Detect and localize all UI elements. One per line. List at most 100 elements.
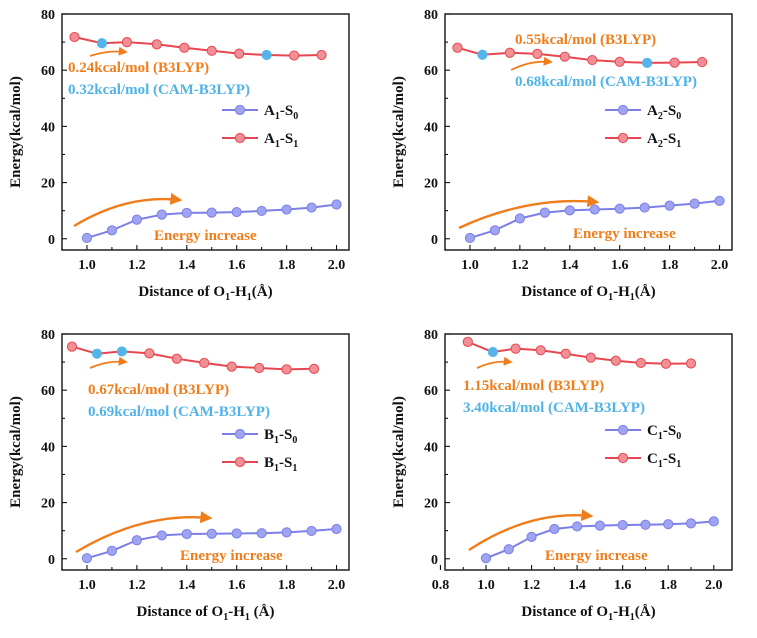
annotation-b3lyp: 0.67kcal/mol (B3LYP) xyxy=(88,382,229,398)
data-point xyxy=(81,232,93,244)
data-point xyxy=(560,348,571,359)
legend-label: A2-S1 xyxy=(647,131,681,150)
legend-label: A2-S0 xyxy=(647,103,681,122)
data-point xyxy=(585,352,596,363)
y-tick-label: 20 xyxy=(424,497,438,512)
data-point xyxy=(151,39,162,50)
annotation-cam-b3lyp: 0.68kcal/mol (CAM-B3LYP) xyxy=(515,74,697,90)
data-point xyxy=(308,363,320,374)
x-tick-label: 1.8 xyxy=(278,578,296,593)
y-axis-title: Energy(kcal/mol) xyxy=(8,76,24,188)
y-tick-label: 80 xyxy=(41,328,55,343)
data-point xyxy=(660,358,672,369)
x-tick-label: 2.0 xyxy=(328,258,346,273)
y-tick-label: 80 xyxy=(424,328,438,343)
series-s0 xyxy=(480,516,719,564)
data-point xyxy=(156,530,167,541)
data-point xyxy=(594,520,605,531)
data-point xyxy=(281,527,292,538)
data-point xyxy=(614,203,625,214)
data-point xyxy=(331,199,342,210)
data-point xyxy=(572,521,583,532)
x-tick-label: 1.2 xyxy=(511,258,529,273)
energy-increase-arrow xyxy=(468,509,594,552)
annotation-cam-b3lyp: 3.40kcal/mol (CAM-B3LYP) xyxy=(463,400,645,416)
data-point xyxy=(708,516,719,527)
highlight-point xyxy=(96,38,108,49)
y-tick-label: 0 xyxy=(48,233,55,248)
annotation-b3lyp: 1.15kcal/mol (B3LYP) xyxy=(463,378,604,394)
annotation-b3lyp: 0.24kcal/mol (B3LYP) xyxy=(68,60,209,76)
y-tick-label: 40 xyxy=(41,440,55,455)
y-tick-label: 20 xyxy=(41,497,55,512)
data-point xyxy=(234,48,245,59)
annotation-cam-b3lyp: 0.32kcal/mol (CAM-B3LYP) xyxy=(68,82,250,98)
x-tick-label: 1.4 xyxy=(561,258,579,273)
series-s0 xyxy=(81,199,342,244)
series-s1 xyxy=(66,341,320,375)
legend-label: A1-S0 xyxy=(264,103,298,122)
x-tick-label: 1.2 xyxy=(128,578,146,593)
data-point xyxy=(696,56,708,68)
x-tick-label: 1.8 xyxy=(659,578,677,593)
data-point xyxy=(564,205,575,216)
data-point xyxy=(614,56,625,67)
barrier-arrow xyxy=(510,56,553,71)
data-point xyxy=(489,225,501,236)
data-point xyxy=(206,207,217,218)
legend-marker xyxy=(234,456,246,468)
legend-label: B1-S1 xyxy=(264,455,297,474)
x-tick-label: 2.0 xyxy=(328,578,346,593)
chart-panel-3: 0 20 40 60 80 1.0 1.2 1.4 1.6 1.8 2.0 Distance of O… xyxy=(8,328,350,623)
annotation-energy-increase: Energy increase xyxy=(573,226,676,242)
legend-marker xyxy=(617,452,629,464)
x-tick-label: 1.2 xyxy=(128,258,146,273)
series-s1 xyxy=(452,42,708,68)
series-s0 xyxy=(464,195,725,244)
legend-item: A2-S1 xyxy=(605,131,681,150)
x-tick-label: 1.6 xyxy=(614,578,632,593)
x-tick-label: 1.6 xyxy=(611,258,629,273)
data-point xyxy=(281,204,292,215)
data-point xyxy=(156,209,167,220)
chart-panel-4: 0 20 40 60 80 0.8 1.0 1.2 1.4 1.6 1.8 2.0 Distance o… xyxy=(391,328,733,623)
data-point xyxy=(121,36,132,48)
data-point xyxy=(69,31,80,43)
y-tick-label: 60 xyxy=(424,64,438,79)
x-tick-label: 1.0 xyxy=(461,258,479,273)
legend-item: A1-S1 xyxy=(222,131,298,150)
energy-increase-arrow xyxy=(73,192,183,228)
x-tick-label: 1.8 xyxy=(661,258,679,273)
x-tick-label: 1.6 xyxy=(228,258,246,273)
y-tick-label: 80 xyxy=(424,8,438,23)
data-point xyxy=(480,553,492,564)
legend-item: C1-S0 xyxy=(605,423,681,442)
y-tick-label: 40 xyxy=(41,120,55,135)
data-point xyxy=(685,518,697,529)
legend-label: A1-S1 xyxy=(264,131,298,150)
energy-increase-arrow xyxy=(75,511,213,554)
legend-label: C1-S1 xyxy=(647,451,681,470)
x-tick-label: 1.6 xyxy=(228,578,246,593)
legend-item: B1-S0 xyxy=(222,427,297,446)
legend-label: C1-S0 xyxy=(647,423,681,442)
legend-item: A2-S0 xyxy=(605,103,681,122)
data-point xyxy=(66,341,78,352)
y-tick-label: 40 xyxy=(424,440,438,455)
y-tick-label: 0 xyxy=(48,553,55,568)
data-point xyxy=(526,531,537,542)
data-point xyxy=(689,198,700,209)
y-axis-title: Energy(kcal/mol) xyxy=(391,76,407,188)
highlight-point xyxy=(477,49,488,60)
series-line xyxy=(74,36,322,57)
data-point xyxy=(714,195,725,206)
y-tick-label: 60 xyxy=(424,384,438,399)
plot-frame xyxy=(444,13,733,251)
data-point xyxy=(535,345,546,356)
data-point xyxy=(131,535,142,546)
chart-panel-1: 0 20 40 60 80 1.0 1.2 1.4 1.6 1.8 2.0 Distance of O… xyxy=(8,8,350,303)
data-point xyxy=(452,42,463,53)
data-point xyxy=(587,54,598,66)
data-point xyxy=(199,357,210,369)
energy-increase-arrow xyxy=(458,195,600,230)
